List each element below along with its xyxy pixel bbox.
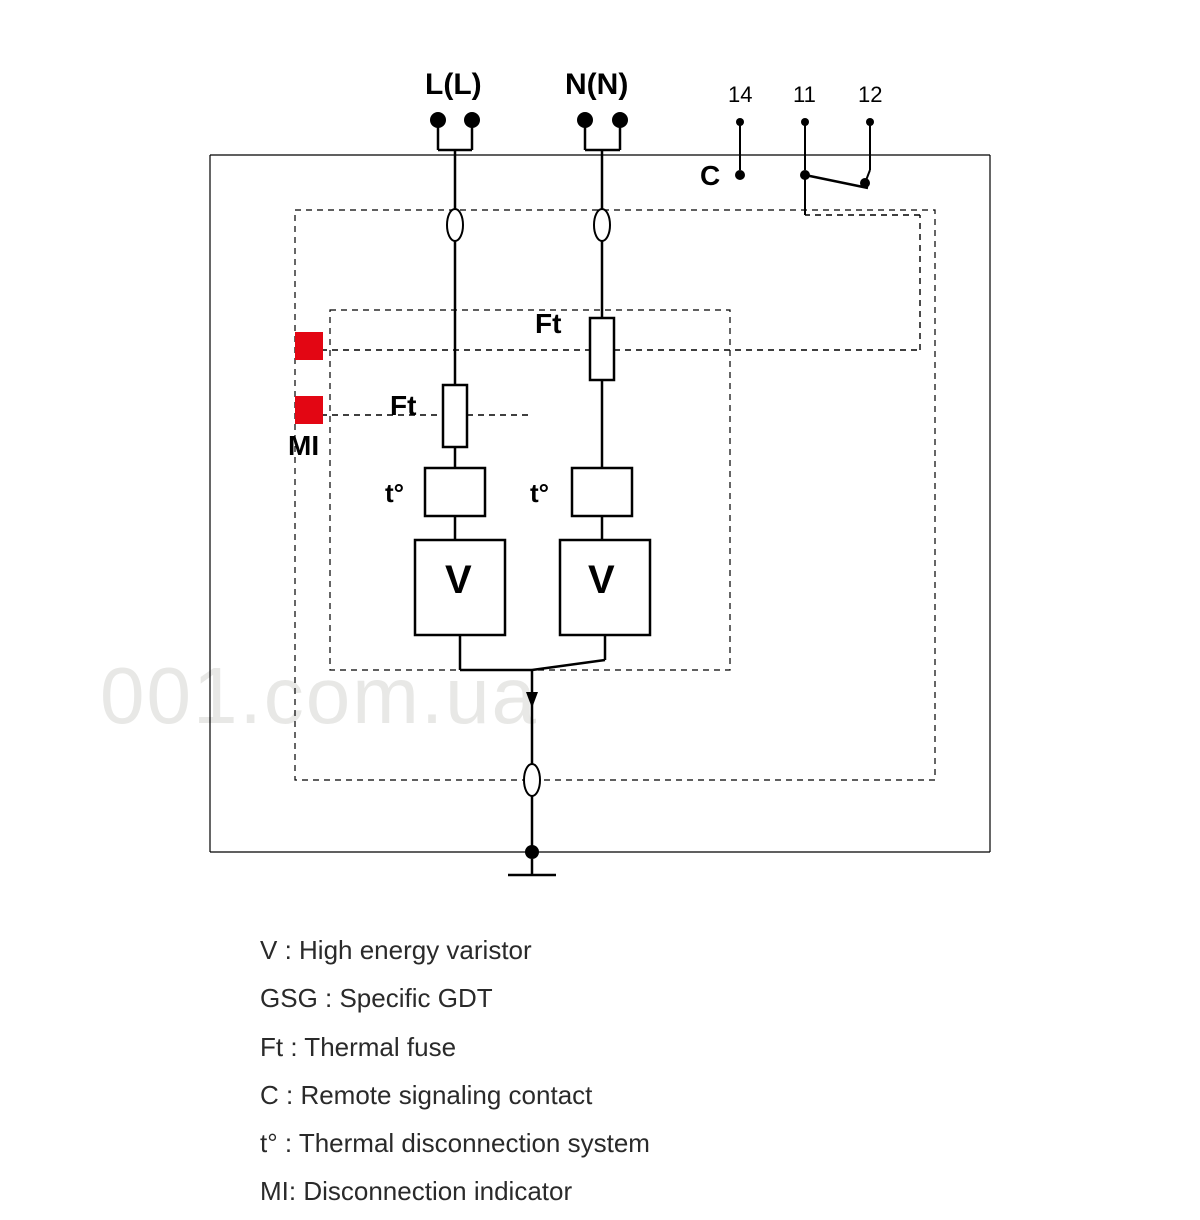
legend: V : High energy varistor GSG : Specific …	[260, 930, 650, 1220]
contact-label-12: 12	[858, 82, 882, 108]
label-Ft-top: Ft	[535, 308, 561, 340]
label-Ft-left: Ft	[390, 390, 416, 422]
terminal-label-L: L(L)	[425, 68, 482, 102]
label-t-left: t°	[385, 478, 404, 509]
label-C: C	[700, 160, 720, 192]
legend-Ft: Ft : Thermal fuse	[260, 1027, 650, 1067]
legend-V: V : High energy varistor	[260, 930, 650, 970]
label-V-right: V	[588, 558, 615, 603]
terminal-label-N: N(N)	[565, 68, 628, 102]
diagram-container: 001.com.ua	[60, 60, 1140, 1140]
contact-label-14: 14	[728, 82, 752, 108]
circuit-svg	[60, 60, 1140, 880]
legend-C: C : Remote signaling contact	[260, 1075, 650, 1115]
mi-indicator-top	[295, 332, 323, 360]
legend-t: t° : Thermal disconnection system	[260, 1123, 650, 1163]
contact-label-11: 11	[793, 82, 816, 108]
label-MI: MI	[288, 430, 319, 462]
label-V-left: V	[445, 558, 472, 603]
mi-indicator-bottom	[295, 396, 323, 424]
legend-GSG: GSG : Specific GDT	[260, 978, 650, 1018]
label-t-right: t°	[530, 478, 549, 509]
legend-MI: MI: Disconnection indicator	[260, 1171, 650, 1211]
